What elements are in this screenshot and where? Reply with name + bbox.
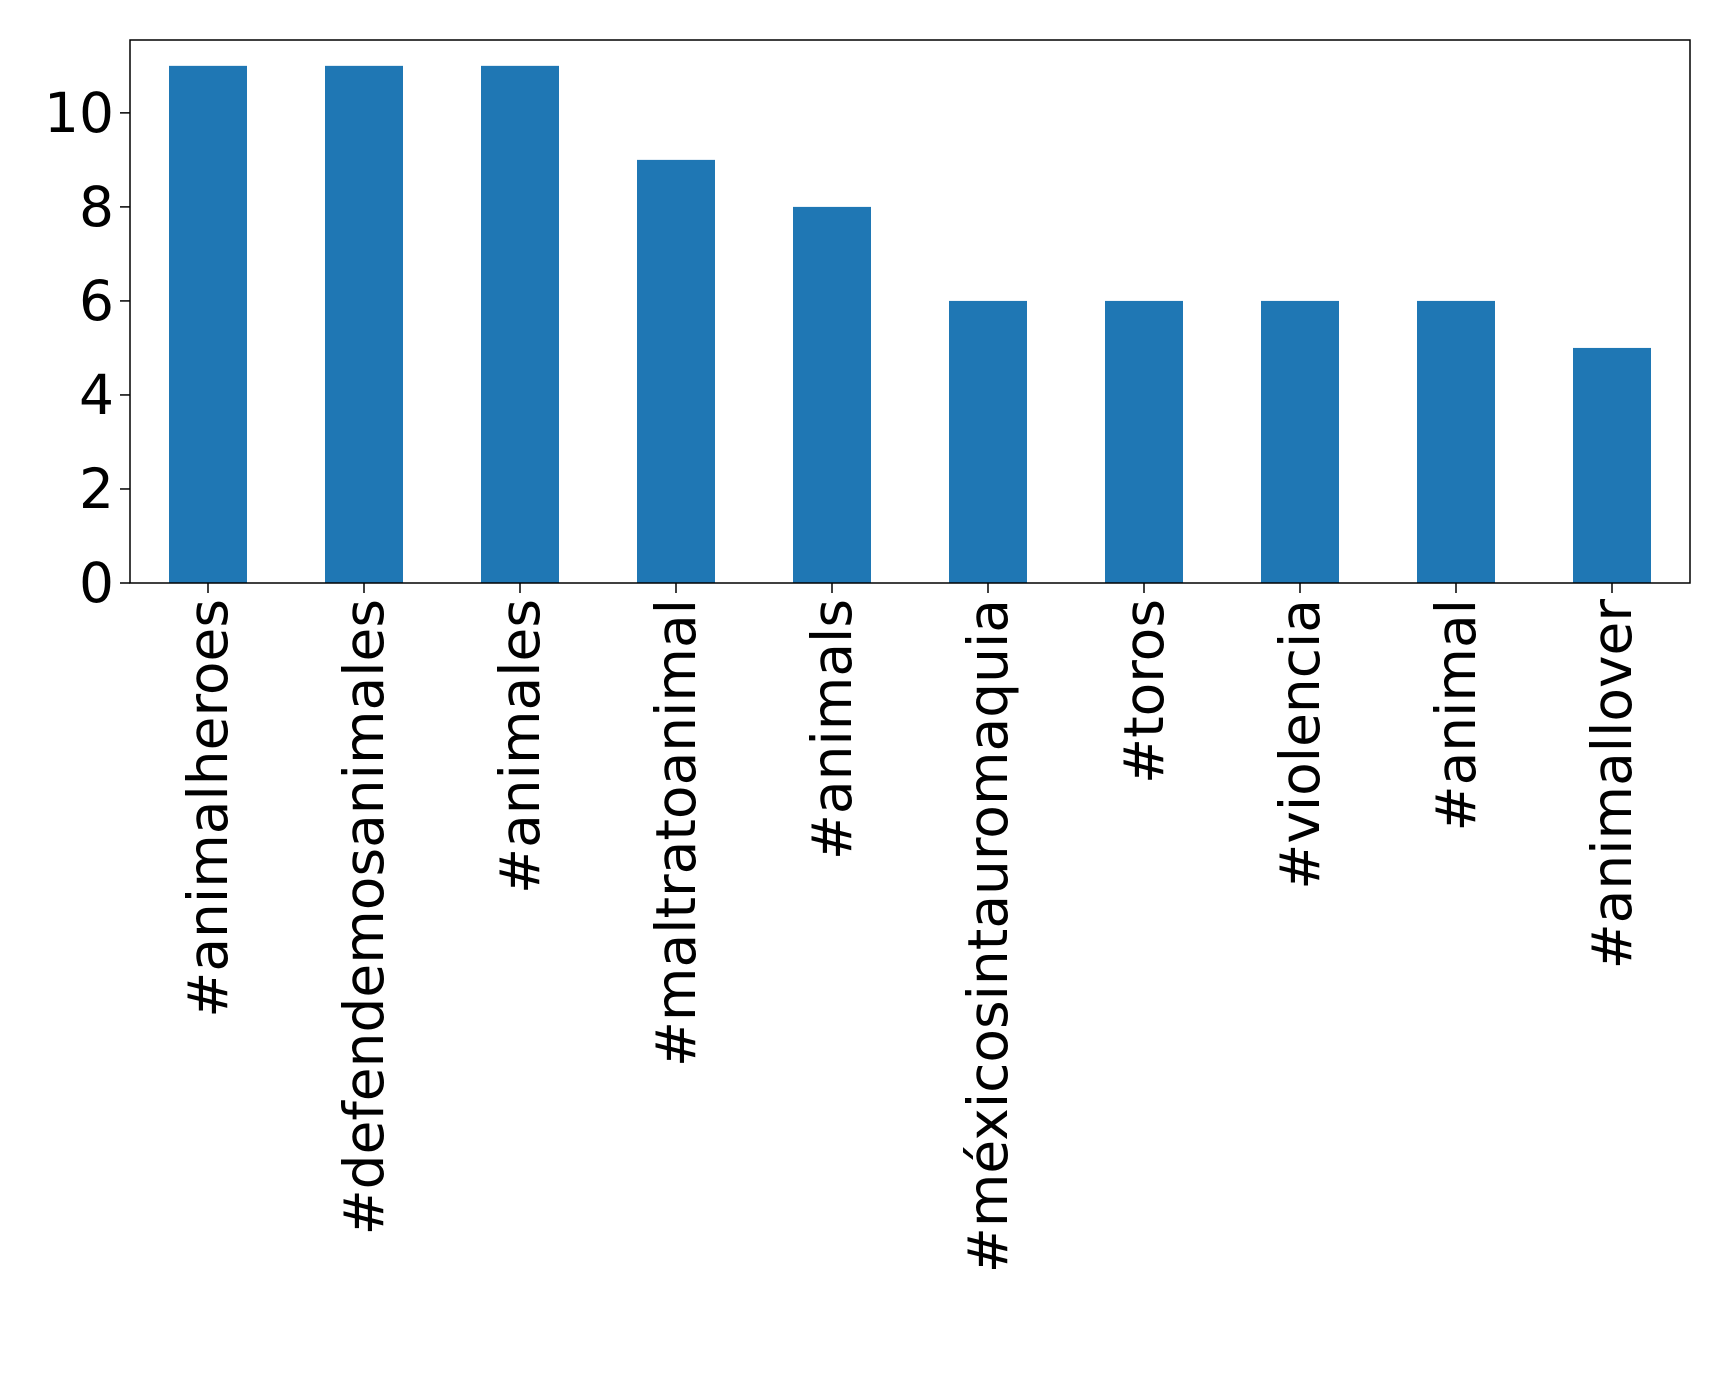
bar [1573,347,1651,583]
x-tick-label: #maltratoanimal [644,599,708,1067]
x-tick-label: #animales [488,599,552,894]
bar [949,300,1027,583]
axes-layer [120,39,1691,593]
x-tick-label: #toros [1112,599,1176,784]
x-tick-label: #defendemosanimales [332,599,396,1235]
y-tick-label: 10 [44,81,114,145]
labels-layer: 0 2 4 6 8 10 #animalheroes #defendemosanimales #… [44,81,1644,1273]
x-tick-label: #animallover [1580,599,1644,970]
y-tick-label: 8 [79,175,114,239]
bars-layer [169,65,1651,584]
y-tick-label: 0 [79,551,114,615]
bar [1261,300,1339,583]
x-tick-label: #méxicosintauromaquia [956,599,1020,1273]
x-tick-label: #animalheroes [176,599,240,1018]
bar [1105,300,1183,583]
bar [169,65,247,584]
bar [793,206,871,583]
y-tick-label: 2 [79,457,114,521]
x-tick-label: #animals [800,599,864,860]
y-tick-label: 4 [79,363,114,427]
x-tick-label: #animal [1424,599,1488,832]
bar [481,65,559,584]
x-tick-label: #violencia [1268,599,1332,890]
plot-frame [129,39,1691,584]
bar [325,65,403,584]
bar [637,159,715,583]
bar [1417,300,1495,583]
y-tick-label: 6 [79,269,114,333]
